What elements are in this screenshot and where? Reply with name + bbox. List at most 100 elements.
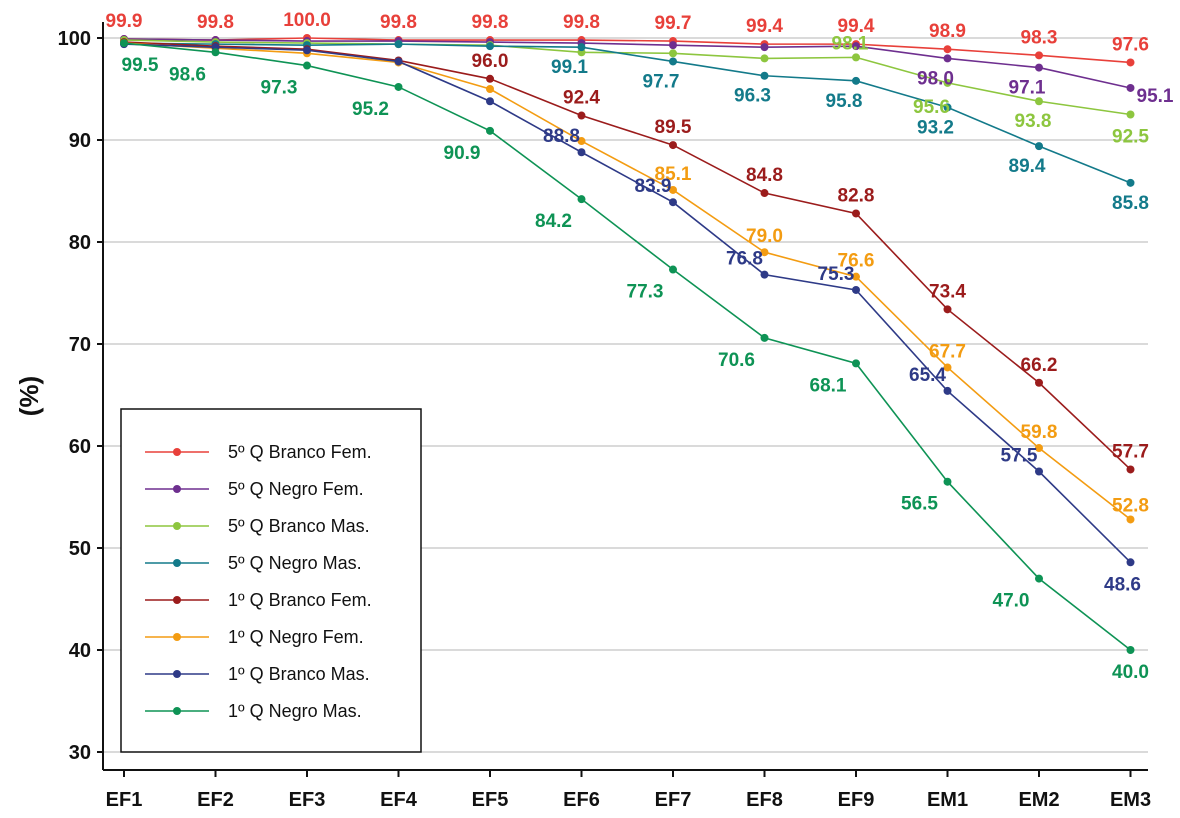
data-label: 99.4: [838, 16, 875, 37]
x-tick-label: EF5: [472, 789, 509, 811]
y-tick-label: 70: [69, 334, 91, 356]
series-3-point: [943, 103, 952, 112]
series-5-point: [486, 85, 494, 93]
series-6-point: [577, 148, 586, 157]
data-label: 98.9: [929, 21, 966, 42]
x-tick-label: EF4: [380, 789, 418, 811]
x-tick-label: EF6: [563, 789, 600, 811]
y-tick-label: 90: [69, 130, 91, 152]
data-label: 98.0: [917, 68, 954, 89]
legend-label: 1º Q Branco Mas.: [228, 664, 370, 684]
data-label: 57.5: [1001, 446, 1038, 467]
series-2-point: [852, 53, 860, 62]
series-6-point: [943, 386, 952, 395]
series-2-point: [1126, 110, 1135, 119]
data-labels: 99.9 99.8 100.0 99.8 99.8 99.8 99.7 99.4 99.4 98.…: [106, 10, 1174, 683]
y-tick-label: 100: [58, 28, 91, 50]
data-label: 84.2: [535, 211, 572, 232]
x-tick-label: EM3: [1110, 789, 1151, 811]
series-7-point: [486, 126, 494, 135]
series-7-point: [943, 477, 952, 486]
data-label: 95.8: [826, 91, 863, 112]
x-tick-label: EF2: [197, 789, 234, 811]
series-6-point: [303, 46, 311, 55]
legend-label: 1º Q Negro Mas.: [228, 701, 362, 721]
legend-swatch-dot: [173, 670, 181, 678]
series-4-point: [486, 74, 494, 83]
series-3-point: [669, 57, 677, 66]
y-tick-label: 50: [69, 538, 91, 560]
series-line-2: [123, 39, 1131, 116]
series-7-point: [394, 82, 403, 91]
data-label: 99.8: [472, 12, 509, 33]
series-4-point: [852, 209, 860, 218]
data-label: 99.4: [746, 16, 783, 37]
data-label: 98.1: [832, 33, 869, 54]
series-4-point: [1126, 465, 1135, 474]
series-4-point: [760, 189, 769, 198]
data-label: 99.9: [106, 11, 143, 32]
x-tick-label: EM2: [1018, 789, 1059, 811]
legend-label: 5º Q Branco Mas.: [228, 516, 370, 536]
series-3-point: [760, 71, 769, 80]
series-line-1: [123, 38, 1131, 89]
series-6-point: [1035, 467, 1043, 476]
series-6-point: [486, 97, 494, 106]
data-label: 59.8: [1021, 422, 1058, 443]
data-label: 52.8: [1112, 495, 1149, 516]
data-label: 57.7: [1112, 441, 1149, 462]
data-label: 48.6: [1104, 574, 1141, 595]
series-2-point: [943, 78, 952, 87]
data-label: 98.3: [1021, 27, 1058, 48]
series-5-point: [577, 137, 586, 146]
data-label: 75.3: [818, 264, 855, 285]
data-label: 76.8: [726, 249, 763, 270]
data-label: 89.5: [655, 117, 692, 138]
legend-label: 1º Q Negro Fem.: [228, 627, 364, 647]
data-label: 97.1: [1009, 78, 1046, 99]
series-line-4: [123, 41, 1132, 471]
data-label: 100.0: [283, 10, 331, 31]
series-3-point: [394, 40, 403, 49]
series-0-point: [1035, 51, 1043, 60]
data-label: 99.5: [122, 55, 159, 76]
data-label: 76.6: [838, 251, 875, 272]
x-tick-label: EF8: [746, 789, 783, 811]
data-label: 84.8: [746, 165, 783, 186]
data-label: 56.5: [901, 494, 938, 515]
data-label: 92.4: [563, 88, 600, 109]
series-5-point: [852, 272, 860, 281]
series-5-point: [1126, 515, 1135, 524]
data-label: 99.1: [551, 57, 588, 78]
data-label: 97.7: [643, 71, 680, 92]
legend-label: 5º Q Negro Fem.: [228, 479, 364, 499]
legend-swatch-dot: [173, 448, 181, 456]
series-3-point: [1035, 142, 1043, 151]
series-0-point: [943, 45, 952, 54]
series-3-point: [486, 42, 494, 51]
series-7-point: [303, 61, 311, 70]
data-label: 99.7: [655, 13, 692, 34]
series-line-3: [123, 42, 1131, 184]
series-3-point: [852, 76, 860, 85]
legend-swatch-dot: [173, 596, 181, 604]
data-label: 97.3: [261, 78, 298, 99]
series-5-point: [760, 248, 769, 257]
series-4-point: [943, 305, 952, 314]
series-1-point: [1035, 63, 1043, 72]
data-label: 73.4: [929, 281, 966, 302]
data-label: 99.8: [563, 12, 600, 33]
x-tick-label: EF9: [838, 789, 875, 811]
series-1-point: [943, 54, 952, 63]
axes: 30 40 50 60 70 80 90 100 EF1 EF2 EF3 EF4 EF5 EF6 EF7 EF…: [14, 22, 1151, 811]
series-7-point: [1035, 574, 1043, 583]
legend-label: 5º Q Negro Mas.: [228, 553, 362, 573]
legend-label: 5º Q Branco Fem.: [228, 442, 372, 462]
legend-swatch-dot: [173, 559, 181, 567]
series-6-point: [669, 198, 677, 207]
data-label: 66.2: [1021, 355, 1058, 376]
y-axis-title: (%): [14, 376, 44, 416]
data-label: 90.9: [444, 143, 481, 164]
series-7-point: [852, 359, 860, 368]
series-5-point: [1035, 444, 1043, 453]
